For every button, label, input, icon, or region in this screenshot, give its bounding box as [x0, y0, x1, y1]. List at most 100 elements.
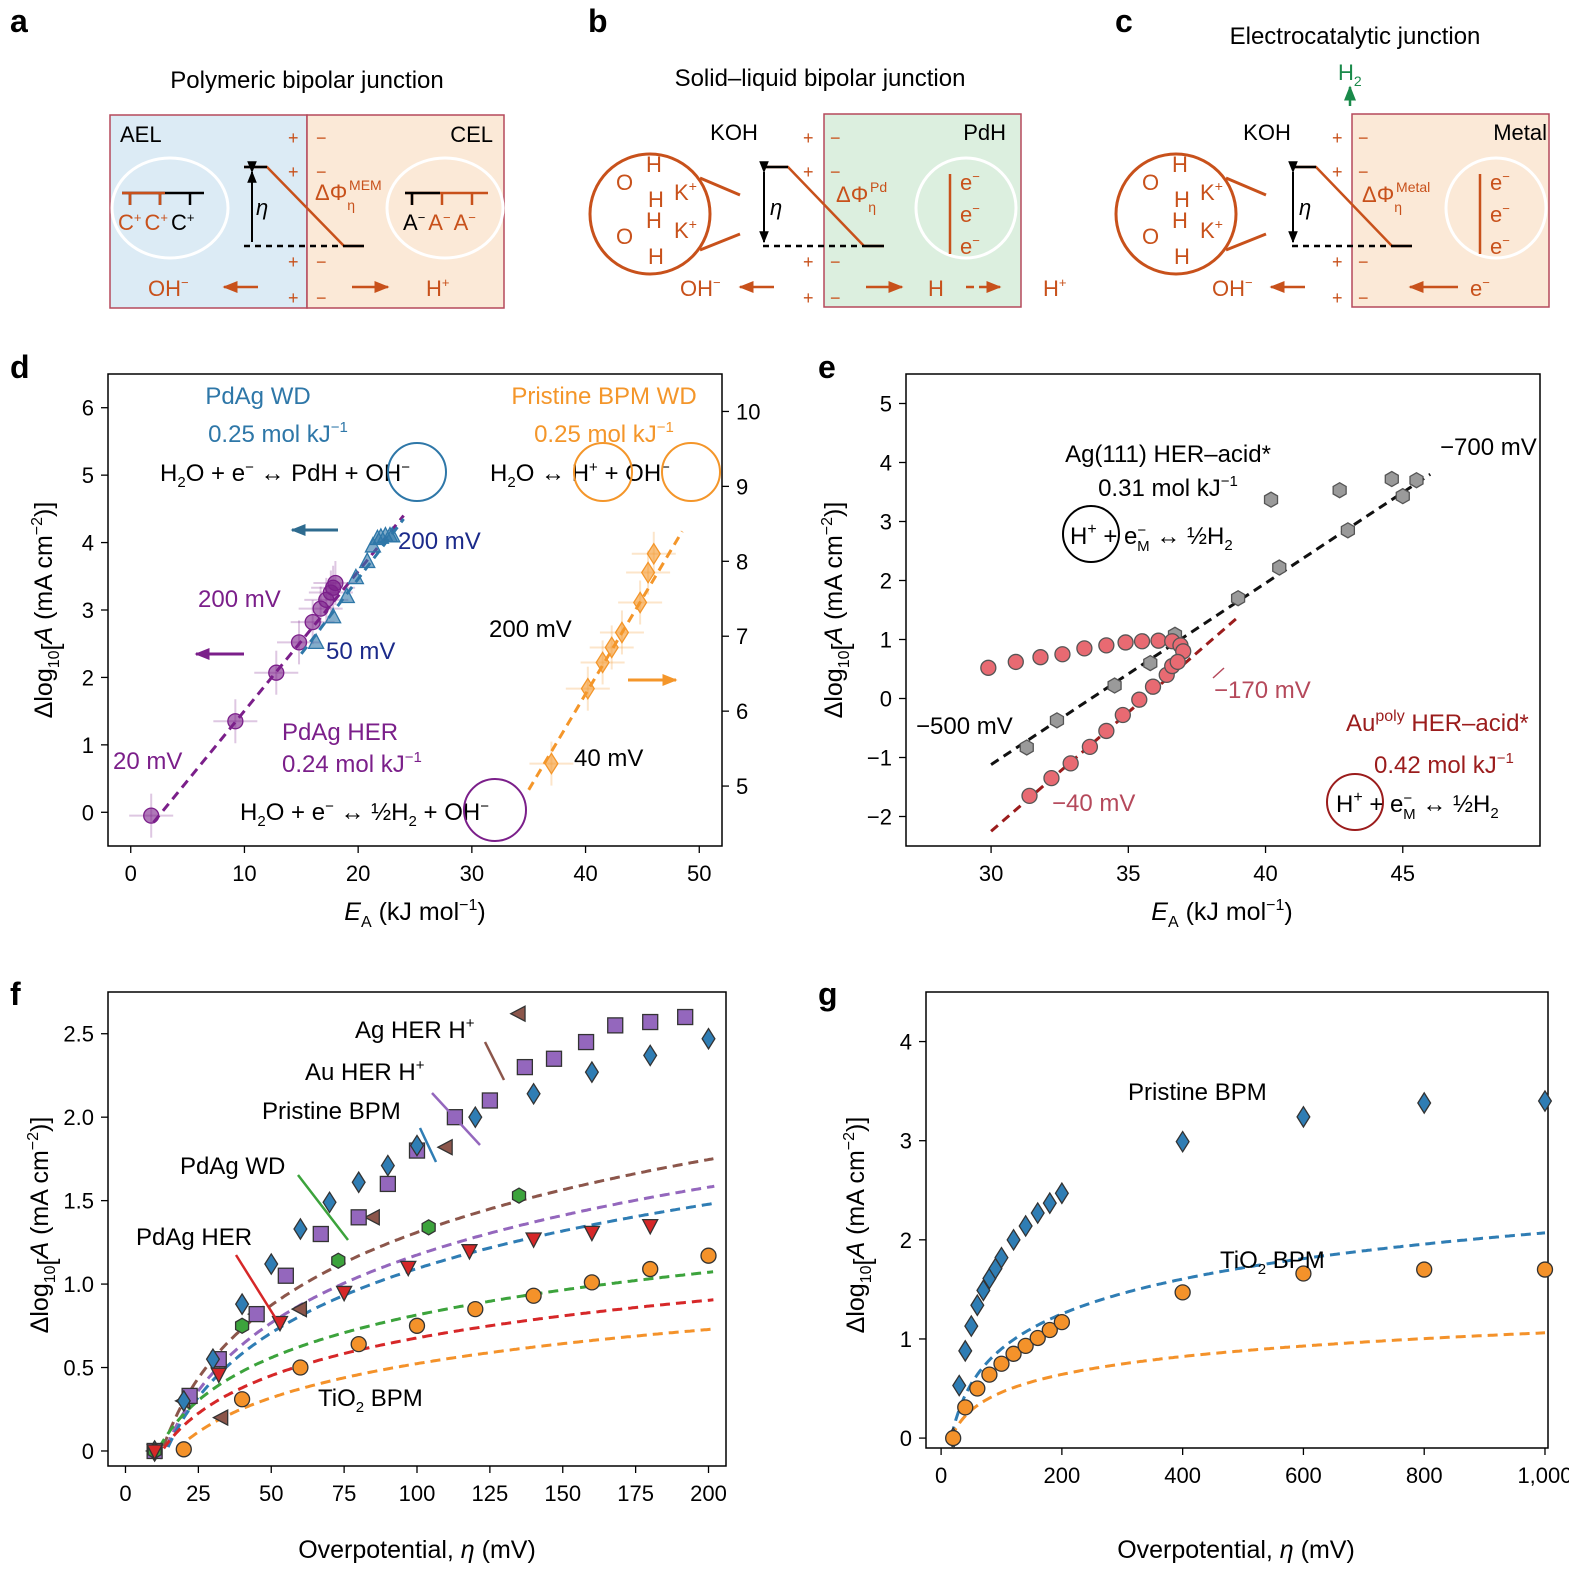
y-tick-label: 2.5: [63, 1022, 94, 1047]
data-point: [1131, 691, 1148, 708]
data-point: [1098, 637, 1115, 654]
data-point: [304, 613, 321, 631]
series-pristine-bpm: [147, 1027, 716, 1463]
svg-text:e−: e−: [960, 233, 980, 259]
data-point: [1296, 1105, 1311, 1129]
data-point: [1019, 739, 1034, 756]
svg-text:+: +: [1332, 162, 1343, 182]
eta-label: η: [256, 195, 268, 220]
oh-circle-bpm: [661, 442, 721, 502]
label-50mv-wd: 50 mV: [326, 638, 395, 665]
metal-zoom-b: [914, 156, 1018, 260]
y-tick-label: 1: [82, 733, 94, 758]
series-name-ag111: Ag(111) HER–acid*: [1065, 441, 1271, 468]
svg-text:−: −: [316, 288, 327, 308]
pdh-label: PdH: [963, 120, 1006, 145]
y-axis-label: Δlog10[A (mA cm−2)]: [29, 502, 65, 719]
svg-text:+: +: [803, 288, 814, 308]
data-point: [467, 1300, 484, 1318]
y-tick-label: 5: [82, 463, 94, 488]
data-point: [525, 1287, 542, 1304]
data-point: [526, 1082, 541, 1106]
y-tick-label: 6: [82, 396, 94, 421]
x-tick-label: 40: [573, 861, 597, 886]
schematic-a-title: Polymeric bipolar junction: [170, 67, 443, 94]
series-label-pdag-wd: PdAg WD: [180, 1153, 285, 1180]
x-tick-label: 50: [687, 861, 711, 886]
data-point: [227, 713, 244, 730]
series-label-tio2-bpm: TiO2 BPM: [1220, 1247, 1325, 1278]
data-point: [331, 1252, 346, 1269]
reaction-aupoly: H+ + e− M ↔ ½H2: [1336, 789, 1499, 823]
svg-text:O: O: [616, 224, 633, 249]
series-name-pdag-her: PdAg HER: [282, 719, 398, 746]
data-point: [1117, 634, 1134, 651]
data-point: [1007, 653, 1024, 671]
x-tick-label: 175: [617, 1481, 654, 1506]
schematic-c-title: Electrocatalytic junction: [1230, 23, 1481, 50]
fit-curve: [166, 1201, 715, 1448]
svg-text:O: O: [1142, 224, 1159, 249]
y-tick-label: 0: [82, 800, 94, 825]
data-point: [212, 1409, 229, 1427]
electrolyte-zoom-b: [588, 152, 712, 276]
leader-170mv: [1212, 667, 1225, 679]
chart-g: 0 200 400 600 800 1,000 0 1 2 3 4 Δlog10[A (mA cm−2…: [841, 991, 1569, 1564]
svg-text:−: −: [316, 128, 327, 148]
x-axis-label: EA (kJ mol−1): [344, 897, 485, 931]
panel-label-a: a: [10, 3, 28, 39]
data-point: [175, 1441, 192, 1458]
x-tick-label: 200: [690, 1481, 727, 1506]
label-20mv-her: 20 mV: [113, 748, 182, 775]
svg-text:H: H: [648, 244, 664, 269]
svg-text:H: H: [1174, 244, 1190, 269]
panel-label-b: b: [588, 3, 608, 39]
data-point: [1417, 1091, 1432, 1115]
panel-label-d: d: [10, 349, 30, 385]
reaction-bpm-wd: H2O ↔ H+ + OH−: [490, 459, 670, 491]
schematic-c: Electrocatalytic junction H2 KOH Metal O…: [1114, 23, 1550, 308]
series-aupoly: [980, 632, 1192, 804]
data-point: [511, 1187, 527, 1204]
series-pdag-her: [129, 561, 358, 838]
data-point: [1263, 491, 1279, 508]
data-point: [544, 752, 559, 775]
data-point: [583, 1225, 601, 1242]
x-tick-label: 400: [1164, 1463, 1201, 1488]
x-tick-label: 200: [1044, 1463, 1081, 1488]
x-tick-label: 40: [1253, 861, 1277, 886]
metal-region: [1351, 113, 1550, 308]
h-circle-ag: [1062, 505, 1120, 563]
label-200mv-her: 200 mV: [198, 586, 281, 613]
svg-text:+: +: [803, 252, 814, 272]
data-point: [1076, 640, 1093, 657]
svg-text:−: −: [1358, 252, 1369, 272]
junction-charges: + − + − + − + −: [288, 128, 327, 308]
data-point: [1174, 1284, 1191, 1301]
series-pdag-wd: [307, 526, 401, 650]
label-40mv: −40 mV: [1052, 790, 1135, 817]
y-tick-label: 4: [900, 1030, 912, 1055]
data-point: [607, 1017, 624, 1034]
fit-curve: [162, 1298, 714, 1450]
data-point: [976, 1279, 991, 1302]
svg-text:e−: e−: [1490, 233, 1510, 259]
y-tick-label: 0: [82, 1439, 94, 1464]
svg-text:e−: e−: [1490, 201, 1510, 227]
cel-chain-black: [405, 191, 440, 205]
data-point: [583, 1274, 601, 1291]
eta-label-c: η: [1299, 195, 1311, 220]
ael-zoom-circle: [110, 156, 230, 260]
x-tick-label: 0: [935, 1463, 947, 1488]
svg-text:K+: K+: [1200, 216, 1223, 243]
data-point: [1054, 1181, 1070, 1205]
svg-text:+: +: [1332, 288, 1343, 308]
data-point: [580, 677, 595, 701]
fit-line: [990, 615, 1240, 833]
ael-cations: C+ C+ C+: [118, 210, 194, 235]
x-tick-label: 600: [1285, 1463, 1322, 1488]
x-tick-label: 150: [544, 1481, 581, 1506]
data-point: [436, 1138, 453, 1156]
